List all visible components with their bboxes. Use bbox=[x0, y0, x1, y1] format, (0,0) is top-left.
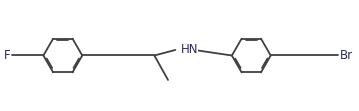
Text: HN: HN bbox=[181, 43, 199, 56]
Text: F: F bbox=[4, 49, 11, 62]
Text: Br: Br bbox=[340, 49, 353, 62]
